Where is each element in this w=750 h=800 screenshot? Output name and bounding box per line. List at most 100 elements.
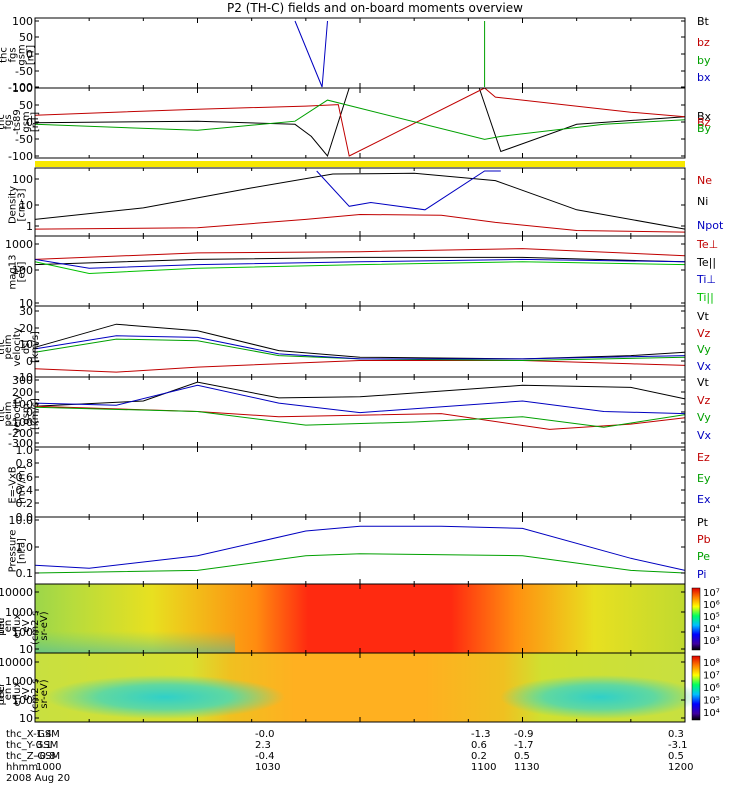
panel-frame — [34, 17, 686, 89]
legend-entry: Vt — [697, 310, 710, 323]
y-tick-label: 1.0 — [16, 444, 34, 457]
y-tick-label: 200 — [12, 386, 33, 399]
footer-value: -0.9 — [514, 729, 534, 740]
y-axis-label: [eV] — [17, 262, 28, 283]
legend-entry: Vz — [697, 394, 711, 407]
y-axis-label: gsm — [21, 111, 32, 132]
footer-value: 0.2 — [471, 751, 487, 762]
footer-label-hhmm: hhmm — [6, 762, 39, 773]
y-axis-label: -ts89 — [12, 109, 23, 134]
y-axis-label: en — [3, 688, 14, 701]
y-tick-label: 10 — [19, 338, 33, 351]
y-axis-label: gsm — [21, 403, 32, 424]
y-tick-label: 0 — [26, 48, 33, 61]
y-tick-label: 10 — [19, 643, 33, 656]
y-axis-label: eV — [21, 619, 32, 632]
y-tick-label: 100 — [12, 15, 33, 28]
footer-value: 0.5 — [514, 751, 530, 762]
y-axis-label: velocity — [12, 327, 23, 366]
colorbar-label: 10⁸ — [703, 658, 720, 669]
y-tick-label: 30 — [19, 305, 33, 318]
legend-entry: Npot — [697, 219, 724, 232]
y-tick-label: 0.1 — [16, 567, 34, 580]
series-line-Vx — [34, 335, 686, 360]
footer-col-2: -0.0 2.3 -0.4 1030 — [255, 729, 280, 773]
legend-entry: Pt — [697, 516, 709, 529]
electron-low-flux-left — [45, 675, 285, 719]
footer-date: 2008 Aug 20 — [6, 773, 71, 784]
y-tick-label: 10.0 — [9, 514, 34, 527]
footer-col-3: -1.3 0.6 0.2 1100 — [471, 729, 496, 773]
legend-entry: Bx — [697, 110, 712, 123]
footer-label-x: thc_X-GSM — [6, 729, 60, 740]
legend-entry: Ex — [697, 493, 711, 506]
y-axis-label: thc — [0, 47, 10, 63]
colorbar-label: 10⁵ — [703, 612, 720, 623]
y-tick-label: 0 — [26, 116, 33, 129]
panel-frame — [34, 516, 686, 585]
y-tick-label: -50 — [15, 65, 33, 78]
y-axis-label: thc — [0, 339, 7, 355]
legend-entry: Pe — [697, 550, 710, 563]
series-line-Ne — [34, 213, 686, 233]
colorbar — [691, 587, 701, 651]
y-axis-label: Pressure — [8, 530, 19, 573]
y-axis-label: [nT] — [26, 45, 37, 65]
footer-value: -1.3 — [471, 729, 491, 740]
footer-value: 1000 — [36, 762, 62, 773]
series-line-Bx — [34, 87, 686, 158]
y-axis-label: (cm2-s- — [30, 675, 41, 713]
yellow-band — [35, 161, 685, 167]
y-axis-label: peim — [3, 334, 14, 359]
legend-entry: Vx — [697, 429, 712, 442]
colorbar-label: 10⁶ — [703, 683, 720, 694]
colorbar-label: 10⁴ — [703, 624, 720, 635]
legend-entry: Ti|| — [696, 291, 714, 304]
y-axis-label: peim — [3, 401, 14, 426]
colorbar-label: 10⁴ — [703, 708, 720, 719]
legend-entry: bx — [697, 71, 711, 84]
footer-value: 0.3 — [668, 729, 684, 740]
y-tick-label: 1 — [26, 220, 33, 233]
panel-frame — [34, 376, 686, 448]
legend-entry: Te⊥ — [696, 238, 718, 251]
y-axis-label: gsm — [17, 44, 28, 65]
legend-entry: Ne — [697, 174, 712, 187]
legend-entry: Vy — [697, 343, 711, 356]
y-tick-label: 100 — [12, 173, 33, 186]
panel-frame — [34, 167, 686, 237]
footer-value: -1.7 — [514, 740, 534, 751]
legend-entry: Ti⊥ — [696, 273, 716, 286]
y-tick-label: -100 — [8, 416, 33, 429]
y-tick-label: 100 — [12, 694, 33, 707]
footer-value: 0.5 — [668, 751, 684, 762]
series-line-Vy — [34, 338, 686, 362]
legend-entry: Pb — [697, 533, 711, 546]
y-axis-label: eflux — [12, 614, 23, 639]
footer-value: 1200 — [668, 762, 694, 773]
electron-low-flux-right — [500, 675, 700, 719]
footer-label-z: thc_Z-GSM — [6, 751, 61, 762]
legend-entry: Te|| — [696, 256, 716, 269]
y-tick-label: 1000 — [5, 675, 33, 688]
y-tick-label: 10000 — [0, 586, 33, 599]
footer-value: 1.4 — [36, 729, 52, 740]
series-line-Ni — [34, 172, 686, 230]
footer-col-4: -0.9 -1.7 0.5 1130 — [514, 729, 539, 773]
y-tick-label: 0.6 — [16, 471, 34, 484]
legend-entry: Vt — [697, 376, 710, 389]
y-axis-label: mag13 — [8, 255, 19, 290]
series-line-bx — [294, 20, 328, 88]
y-tick-label: 50 — [19, 99, 33, 112]
y-axis-label: [nPa] — [17, 538, 28, 564]
y-axis-label: thc — [0, 114, 7, 130]
series-line-Ti|| — [34, 261, 686, 275]
legend-entry: bz — [697, 36, 710, 49]
y-tick-label: 10 — [19, 297, 33, 310]
y-tick-label: 100 — [12, 626, 33, 639]
series-line-Vz — [34, 360, 686, 373]
panel-frame — [34, 87, 686, 159]
colorbar-label: 10⁷ — [703, 588, 720, 599]
y-axis-label: dsl — [21, 340, 32, 354]
y-axis-label: [km/s] — [30, 331, 41, 363]
